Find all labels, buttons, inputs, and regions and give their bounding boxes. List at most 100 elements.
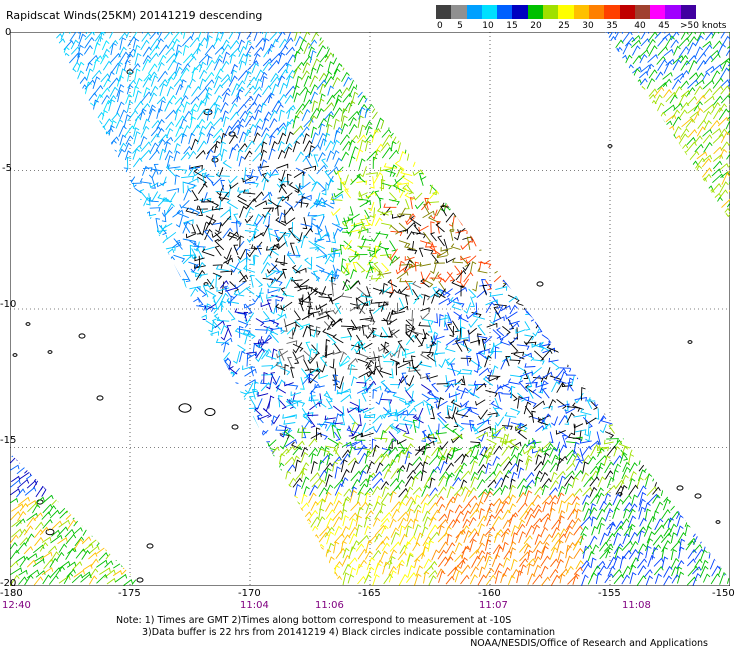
wind-barb: [166, 188, 180, 193]
wind-barb: [174, 108, 182, 121]
wind-barb: [525, 341, 537, 347]
island-outline: [146, 543, 154, 549]
wind-barb: [204, 221, 213, 232]
wind-barb: [164, 100, 173, 112]
wind-barb: [531, 374, 542, 383]
wind-barb: [285, 131, 294, 145]
wind-barb: [380, 343, 390, 354]
wind-barb: [231, 221, 242, 227]
wind-barb: [326, 334, 337, 345]
legend-swatch: [481, 5, 498, 19]
wind-barb: [118, 142, 127, 152]
wind-barb: [309, 402, 321, 411]
legend-color-bar: [436, 5, 697, 19]
wind-barb: [505, 311, 518, 320]
wind-barb: [301, 312, 315, 321]
wind-barb: [279, 82, 287, 95]
wind-barb: [313, 154, 319, 167]
island-outline: [25, 322, 31, 326]
wind-barb: [422, 278, 434, 288]
wind-barb: [246, 101, 257, 112]
wind-barb: [196, 131, 205, 145]
wind-barb: [206, 278, 215, 288]
wind-barb: [246, 123, 257, 137]
wind-barb: [216, 316, 230, 322]
wind-barb: [126, 84, 134, 95]
wind-barb: [250, 255, 255, 266]
wind-barb: [267, 92, 275, 104]
wind-barb: [501, 445, 512, 456]
wind-barb: [448, 406, 457, 420]
wind-barb: [460, 240, 472, 250]
wind-barb: [196, 205, 208, 210]
wind-barb: [357, 103, 367, 114]
wind-barb: [524, 334, 535, 341]
wind-barb: [267, 191, 273, 204]
wind-barb: [532, 359, 545, 365]
wind-barb: [216, 171, 230, 177]
wind-barb: [222, 92, 230, 103]
wind-barb: [119, 37, 127, 50]
wind-barb: [252, 93, 262, 105]
wind-barb: [228, 32, 238, 40]
wind-barb: [206, 214, 214, 226]
wind-barb: [303, 75, 312, 87]
wind-barb: [109, 86, 119, 97]
wind-barb: [173, 66, 183, 80]
wind-barb: [323, 102, 334, 112]
wind-barb: [337, 382, 344, 395]
wind-barb: [510, 374, 523, 381]
wind-barb: [278, 424, 292, 433]
wind-barb: [469, 419, 474, 432]
wind-barb: [470, 359, 483, 371]
wind-barb: [573, 423, 584, 429]
wind-barb: [327, 293, 334, 305]
wind-barb: [300, 194, 312, 201]
wind-barb: [60, 32, 69, 40]
wind-barb: [238, 143, 248, 153]
wind-barb: [134, 52, 142, 66]
wind-barb: [332, 334, 344, 344]
wind-barb: [87, 54, 99, 65]
wind-barb: [557, 444, 567, 456]
wind-barb: [199, 125, 207, 135]
wind-barb: [228, 75, 238, 87]
wind-barb: [255, 329, 268, 335]
wind-barb: [315, 303, 328, 311]
wind-barb: [412, 280, 422, 289]
wind-barb: [391, 425, 401, 434]
wind-barb: [364, 120, 373, 131]
wind-barb: [400, 169, 413, 177]
wind-barb: [227, 310, 236, 321]
wind-barb: [580, 386, 586, 401]
wind-barb: [212, 296, 218, 310]
wind-barb: [197, 32, 207, 40]
wind-barb: [318, 123, 326, 135]
wind-barb: [253, 86, 262, 95]
wind-barb: [173, 50, 183, 63]
wind-barb: [226, 325, 232, 337]
wind-barb: [167, 192, 177, 203]
wind-barb: [234, 308, 247, 315]
wind-barb: [599, 423, 607, 434]
wind-barb: [282, 290, 295, 298]
wind-barb: [589, 440, 600, 449]
wind-barb: [285, 276, 295, 289]
wind-barb: [189, 116, 197, 128]
wind-barb: [220, 73, 231, 83]
wind-barb: [380, 447, 392, 458]
wind-barb: [365, 265, 374, 279]
wind-barb: [244, 368, 257, 377]
wind-barb: [94, 55, 103, 64]
wind-barb: [155, 138, 166, 151]
wind-barb: [252, 191, 264, 202]
wind-barb: [519, 371, 533, 377]
wind-barb: [450, 399, 462, 408]
wind-barb: [290, 398, 302, 403]
wind-barb: [582, 454, 592, 464]
wind-barb: [333, 190, 344, 198]
wind-barb: [469, 455, 479, 465]
wind-barb: [349, 116, 357, 127]
wind-barb: [102, 48, 110, 58]
wind-barb: [375, 462, 384, 474]
